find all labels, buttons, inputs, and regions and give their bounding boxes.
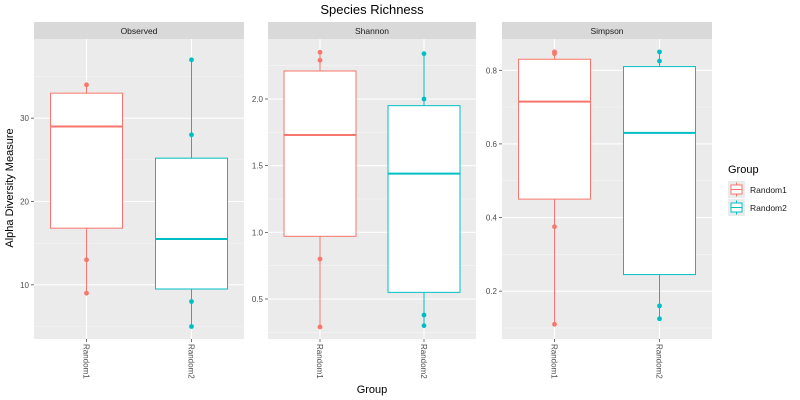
x-tick-label: Random2 (419, 344, 428, 379)
data-point (421, 312, 427, 318)
data-point (657, 303, 662, 309)
data-point (317, 256, 323, 262)
y-tick-label: 30 (20, 114, 29, 123)
x-tick-label: Random1 (82, 344, 91, 379)
y-tick-label: 0.4 (486, 214, 498, 223)
data-point (84, 257, 89, 263)
chart-title: Species Richness (320, 2, 424, 17)
box-body (155, 157, 228, 290)
facet-strip (268, 22, 476, 39)
data-point (657, 58, 662, 64)
data-point (317, 49, 323, 55)
box-body (623, 66, 696, 276)
x-tick-label: Random1 (550, 344, 559, 379)
data-point (84, 290, 89, 296)
facet-label: Simpson (590, 26, 623, 36)
y-tick-label: 0.5 (252, 295, 264, 304)
box-random1 (50, 82, 123, 296)
facet-strip (34, 22, 244, 39)
legend-label: Random2 (750, 203, 787, 213)
facet-strip (502, 22, 712, 39)
data-point (189, 132, 194, 138)
box-random1 (518, 49, 591, 327)
data-point (189, 299, 194, 304)
data-point (421, 323, 427, 329)
data-point (189, 324, 194, 329)
data-point (421, 96, 427, 102)
data-point (657, 316, 662, 322)
box-body (387, 105, 461, 293)
box-random1 (283, 49, 357, 330)
x-tick-label: Random2 (187, 344, 196, 379)
box-body (283, 70, 357, 237)
legend-title: Group (728, 164, 759, 176)
legend: Group Random1 Random2 (728, 164, 787, 216)
facet-label: Shannon (355, 26, 389, 36)
box-random2 (623, 49, 696, 322)
y-tick-label: 0.6 (486, 140, 498, 149)
data-point (84, 82, 89, 88)
facet-shannon: Shannon 0.5 1.0 1.5 2.0 Random1 Random2 (252, 22, 476, 379)
box-random2 (155, 57, 228, 329)
data-point (657, 49, 662, 55)
y-tick-label: 0.8 (486, 66, 498, 75)
facet-label: Observed (121, 26, 158, 36)
facet-panels: Observed 10 20 30 Random1 Random2 Shannon 0.5 1.… (20, 22, 712, 379)
y-tick-label: 1.0 (252, 228, 264, 237)
y-tick-label: 2.0 (252, 95, 264, 104)
data-point (317, 324, 323, 330)
facet-simpson: Simpson 0.2 0.4 0.6 0.8 Random1 Random2 (486, 22, 712, 379)
x-tick-label: Random1 (315, 344, 324, 379)
y-axis-title: Alpha Diversity Measure (4, 128, 16, 247)
y-tick-label: 10 (20, 281, 29, 290)
y-tick-label: 1.5 (252, 162, 264, 171)
legend-label: Random1 (750, 185, 787, 195)
x-tick-label: Random2 (655, 344, 664, 379)
facet-observed: Observed 10 20 30 Random1 Random2 (20, 22, 244, 379)
data-point (552, 51, 557, 57)
box-random2 (387, 51, 461, 329)
legend-item-random1: Random1 (728, 181, 787, 198)
data-point (189, 57, 194, 63)
data-point (552, 321, 557, 327)
x-axis-title: Group (357, 384, 388, 396)
y-tick-label: 20 (20, 198, 29, 207)
box-body (50, 92, 123, 229)
data-point (317, 57, 323, 63)
data-point (552, 224, 557, 230)
data-point (421, 51, 427, 57)
legend-item-random2: Random2 (728, 199, 787, 216)
y-tick-label: 0.2 (486, 287, 498, 296)
box-body (518, 58, 591, 200)
